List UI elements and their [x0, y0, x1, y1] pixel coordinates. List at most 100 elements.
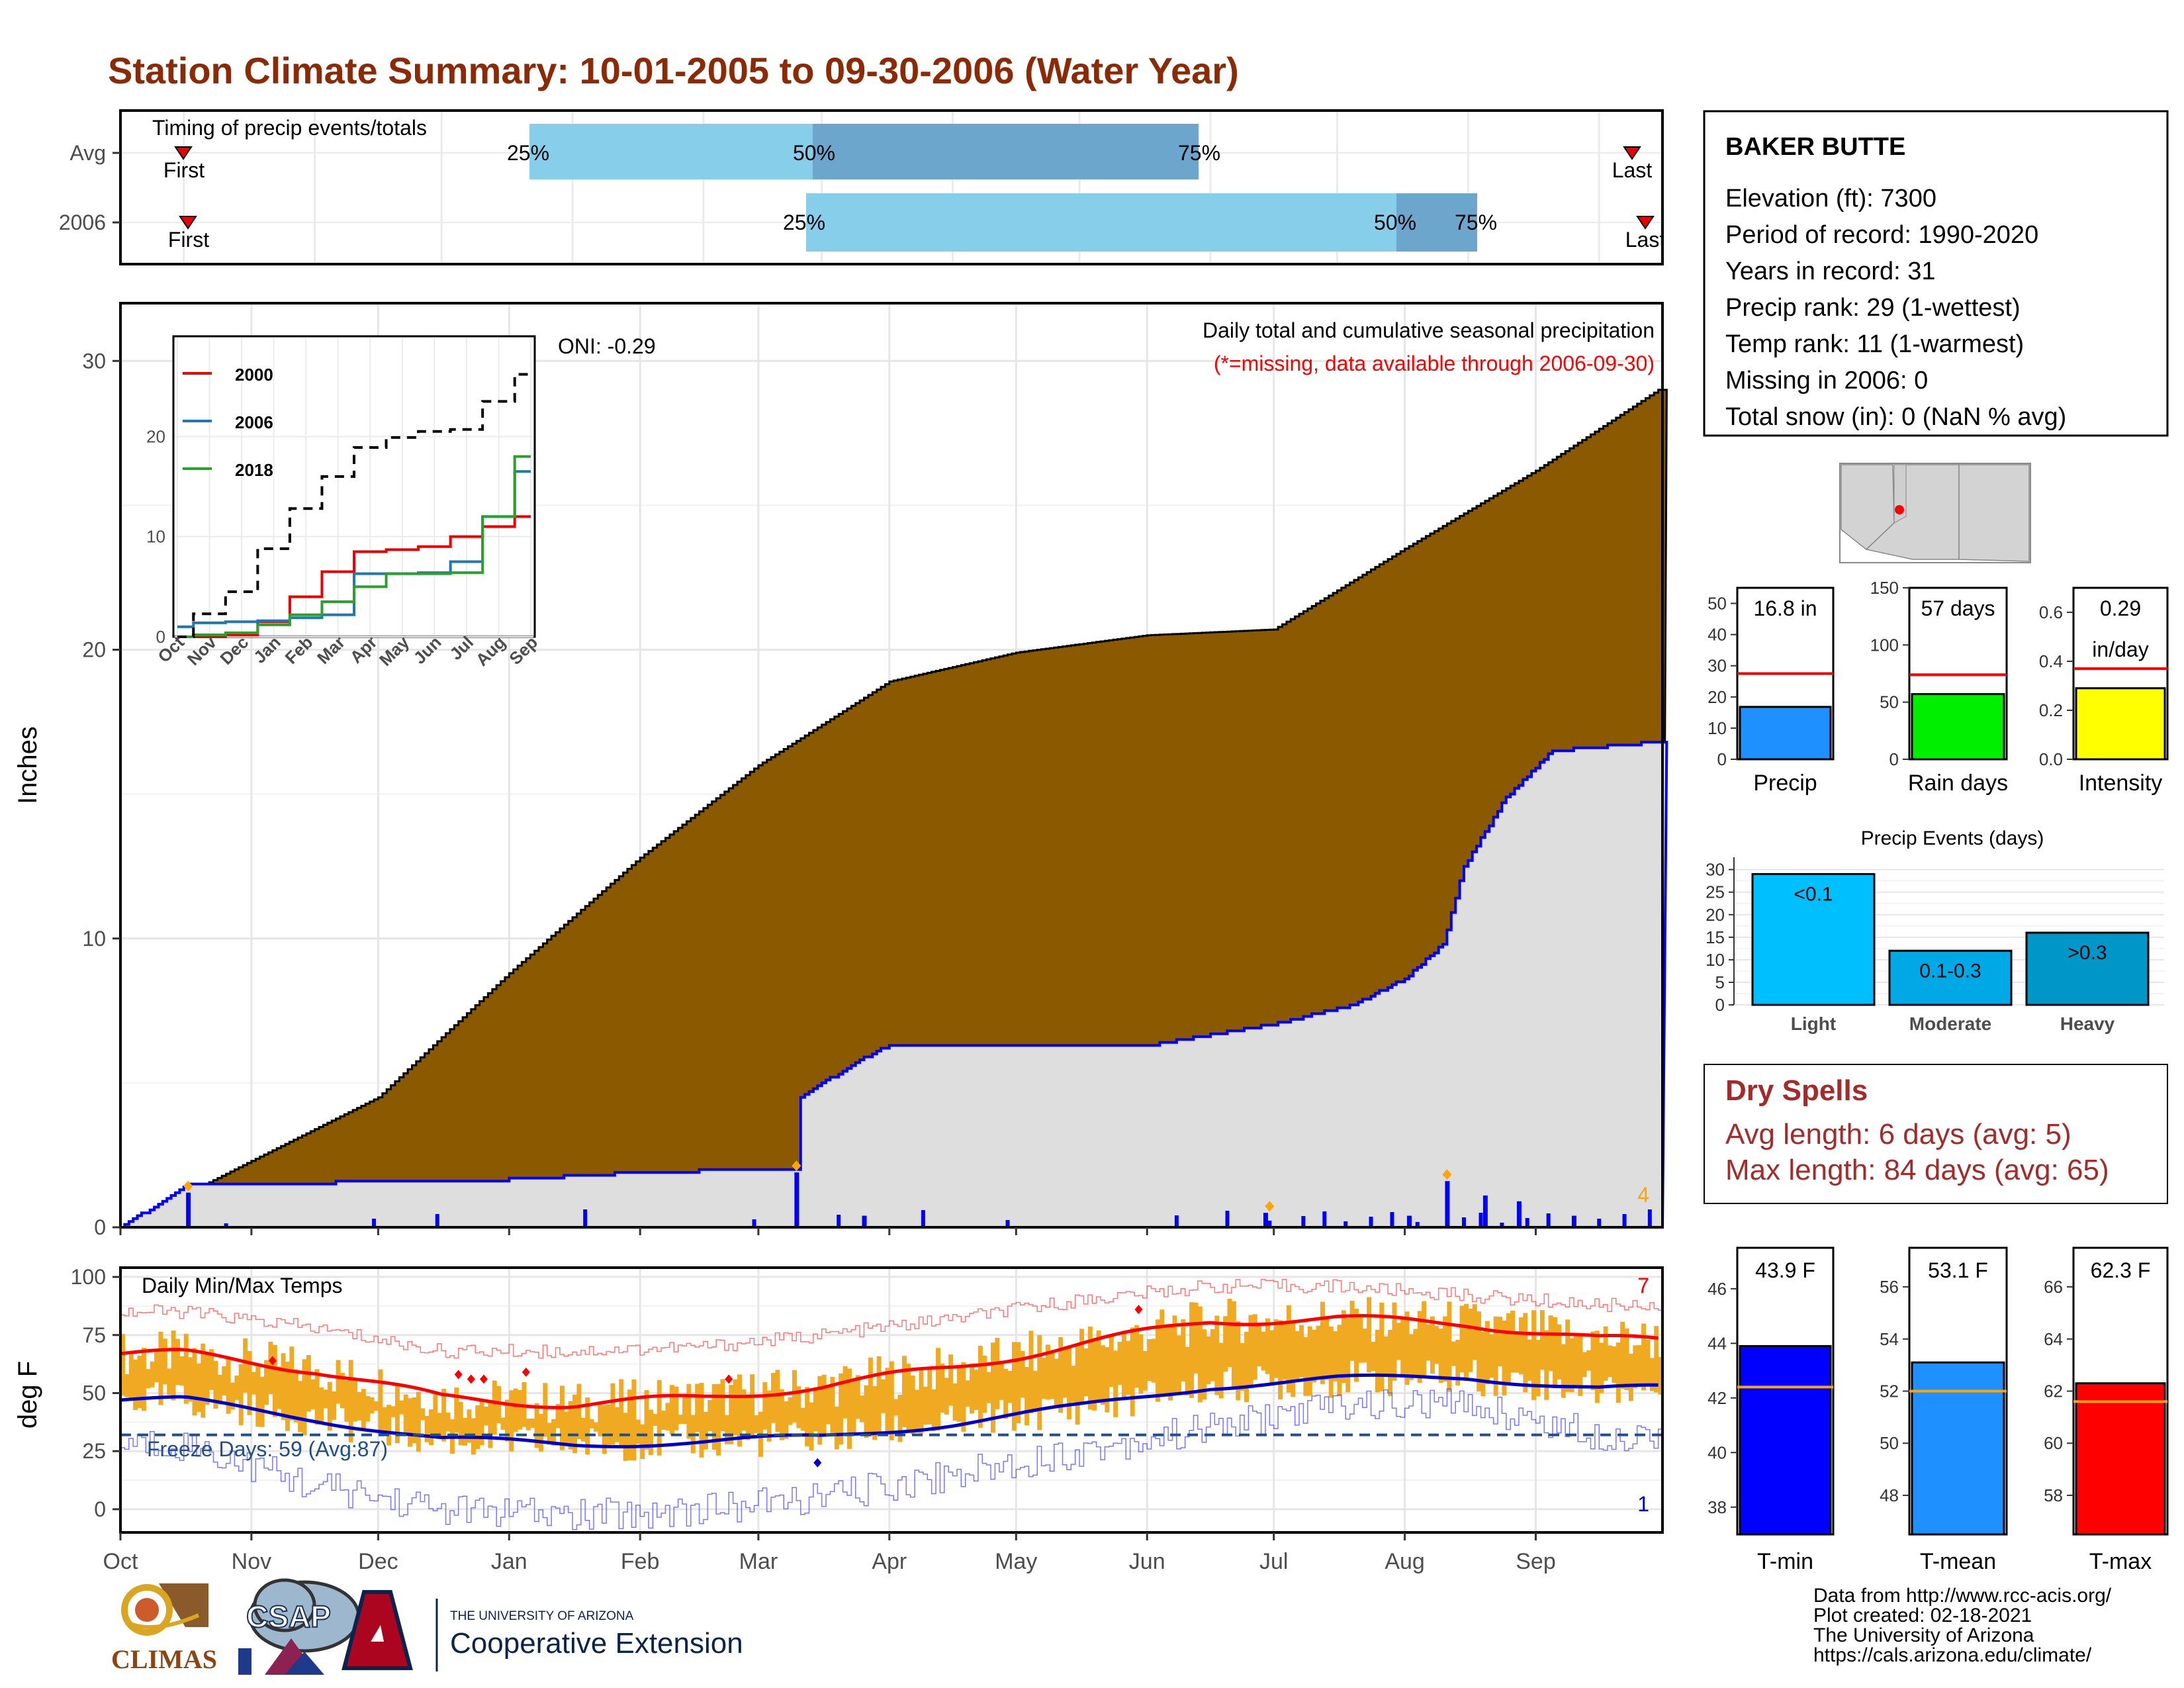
daily-temp-range [538, 1413, 543, 1452]
daily-temp-range [1011, 1342, 1017, 1431]
daily-temp-range [1046, 1344, 1050, 1400]
record-high-marker [467, 1374, 475, 1384]
daily-temp-range [1227, 1299, 1232, 1368]
temp-bar-tick: 56 [1880, 1277, 1899, 1297]
daily-temp-range [1459, 1305, 1465, 1373]
daily-temp-range [222, 1366, 227, 1396]
daily-precip-bar [794, 1172, 799, 1227]
daily-precip-bar [1390, 1212, 1394, 1227]
daily-temp-range [737, 1374, 742, 1447]
daily-temp-range [437, 1413, 442, 1439]
temp-ytick-label: 75 [82, 1323, 106, 1347]
daily-temp-range [1489, 1334, 1494, 1378]
daily-temp-range [1628, 1353, 1633, 1401]
daily-temp-range [897, 1394, 903, 1442]
daily-precip-bar [1525, 1218, 1529, 1227]
avg-last-label: Last [1612, 158, 1653, 182]
daily-temp-range [860, 1395, 865, 1423]
event-category: Light [1791, 1013, 1836, 1034]
daily-temp-range [1016, 1342, 1021, 1424]
daily-temp-range [1079, 1329, 1085, 1403]
daily-temp-range [965, 1380, 970, 1407]
event-bar-label: >0.3 [2068, 942, 2107, 964]
mini-bar-tick: 20 [1707, 687, 1727, 707]
daily-temp-range [1658, 1356, 1663, 1395]
event-tick: 5 [1715, 972, 1725, 992]
daily-temp-range [923, 1386, 928, 1425]
daily-temp-range [893, 1399, 899, 1416]
daily-temp-range [741, 1389, 747, 1431]
record-high-marker [522, 1367, 530, 1377]
daily-precip-bar [583, 1209, 588, 1227]
daily-temp-range [876, 1356, 882, 1432]
station-info-box: BAKER BUTTE Elevation (ft): 7300 Period … [1703, 110, 2169, 437]
daily-temp-range [424, 1415, 430, 1442]
yr-last-label: Last [1625, 228, 1666, 252]
daily-temp-range [1231, 1301, 1236, 1389]
daily-temp-range [1105, 1347, 1110, 1413]
daily-precip-bar [1622, 1214, 1627, 1227]
daily-temp-range [378, 1369, 383, 1436]
daily-temp-range [1092, 1339, 1097, 1411]
credit-line: Plot created: 02-18-2021 [1813, 1605, 2032, 1626]
daily-temp-range [357, 1391, 362, 1421]
daily-temp-range [792, 1370, 797, 1423]
event-category: Heavy [2060, 1013, 2115, 1034]
daily-temp-range [631, 1380, 637, 1461]
daily-temp-range [463, 1417, 468, 1446]
daily-temp-range [800, 1407, 805, 1431]
event-tick: 30 [1706, 860, 1725, 880]
event-tick: 10 [1706, 950, 1725, 970]
last-marker-icon [1623, 146, 1641, 160]
daily-temp-range [754, 1415, 759, 1433]
daily-precip-bar [752, 1219, 756, 1227]
daily-temp-range [1527, 1339, 1532, 1381]
daily-temp-range [1113, 1350, 1118, 1417]
daily-temp-range [1020, 1350, 1025, 1398]
daily-temp-range [978, 1346, 983, 1428]
temp-bar-value: 43.9 F [1755, 1258, 1815, 1282]
daily-temp-range [255, 1366, 261, 1427]
precip-ytick-label: 30 [82, 349, 106, 373]
daily-temp-range [188, 1357, 193, 1402]
mini-bar [2075, 687, 2166, 761]
daily-temp-range [1455, 1339, 1461, 1385]
daily-temp-range [1502, 1320, 1507, 1396]
dry-spells-avg: Avg length: 6 days (avg: 5) [1725, 1118, 2071, 1150]
avg-first-label: First [163, 158, 205, 182]
missing-note: (*=missing, data available through 2006-… [1214, 352, 1655, 375]
daily-temp-range [133, 1359, 138, 1411]
precip-ytick-label: 20 [82, 638, 106, 662]
daily-temp-range [846, 1368, 852, 1449]
daily-precip-bar [1571, 1215, 1576, 1227]
climas-logo: CLIMAS [111, 1583, 217, 1674]
daily-temp-range [353, 1379, 358, 1422]
daily-temp-range [1396, 1323, 1401, 1360]
daily-temp-range [1463, 1303, 1469, 1380]
station-line: Precip rank: 29 (1-wettest) [1725, 294, 2021, 322]
max-record-count: 7 [1637, 1274, 1649, 1297]
daily-temp-range [669, 1385, 674, 1435]
daily-temp-range [936, 1348, 941, 1430]
daily-temp-range [889, 1361, 894, 1440]
max-precip-marker [1265, 1201, 1275, 1212]
daily-temp-range [128, 1350, 134, 1401]
daily-temp-range [445, 1412, 451, 1432]
mini-bar-value: 16.8 in [1753, 596, 1817, 620]
events-title: Precip Events (days) [1861, 827, 2044, 849]
record-high-marker [268, 1356, 277, 1366]
daily-temp-range [433, 1391, 438, 1434]
daily-temp-range [1620, 1321, 1625, 1389]
event-bar [2025, 931, 2150, 1006]
daily-temp-range [593, 1422, 598, 1432]
daily-temp-range [855, 1375, 860, 1419]
daily-temp-range [927, 1368, 933, 1425]
max-precip-marker [183, 1180, 193, 1192]
daily-temp-range [1041, 1357, 1046, 1399]
daily-temp-range [319, 1387, 324, 1424]
daily-temp-range [640, 1424, 645, 1460]
daily-temp-range [1417, 1311, 1422, 1383]
inset-series-line [177, 455, 531, 638]
credits: Data from http://www.rcc-acis.org/ Plot … [1813, 1585, 2112, 1666]
daily-temp-range [1426, 1324, 1431, 1361]
